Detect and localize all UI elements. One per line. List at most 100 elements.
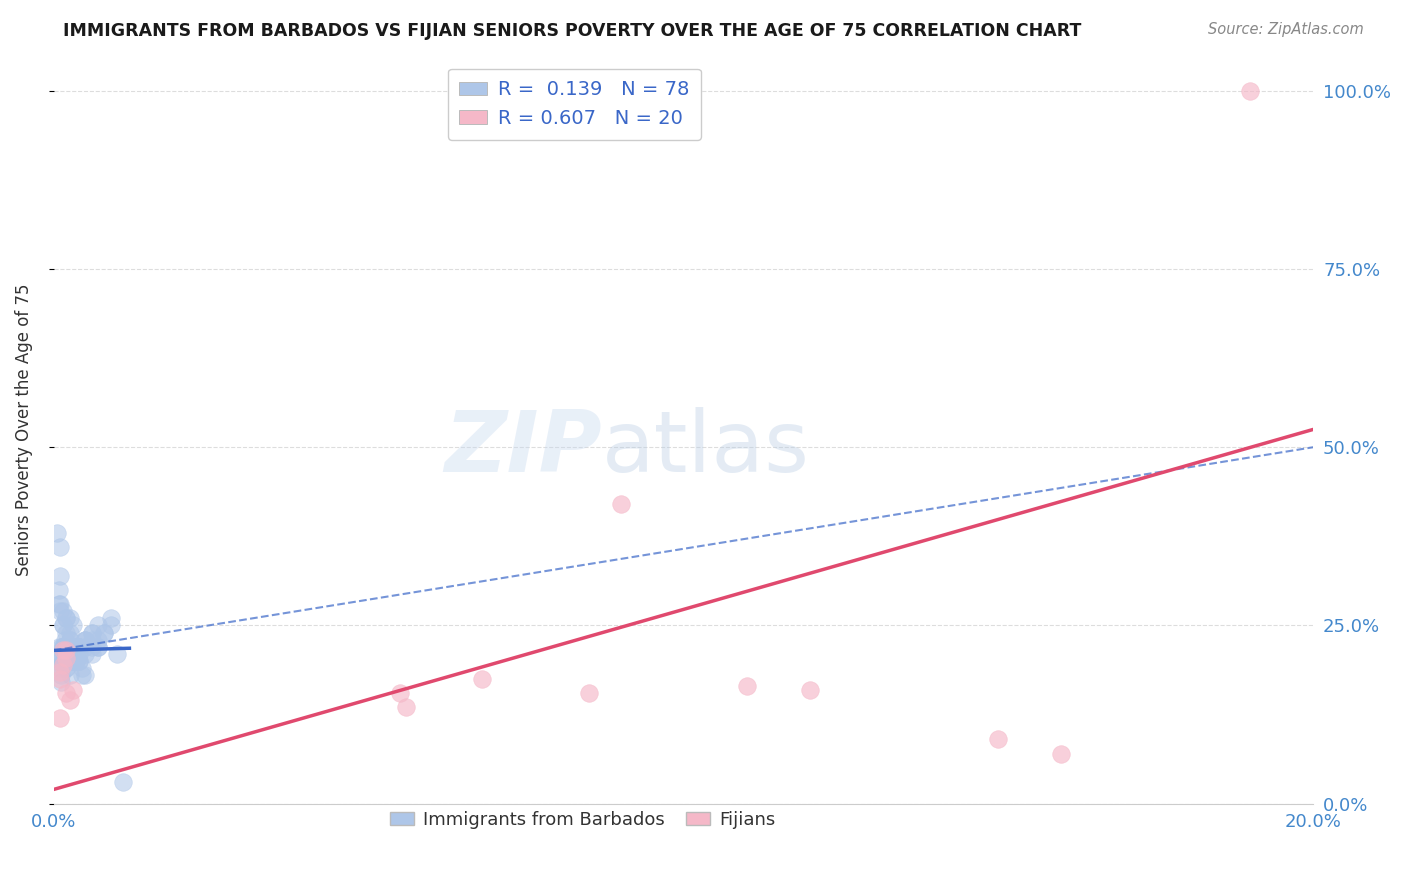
Point bbox=[52, 640, 75, 654]
Point bbox=[100, 618, 122, 632]
Point bbox=[112, 775, 135, 789]
Point bbox=[100, 611, 122, 625]
Point bbox=[52, 604, 75, 618]
Point bbox=[46, 654, 69, 668]
Point bbox=[62, 654, 84, 668]
Point bbox=[1050, 747, 1073, 761]
Point bbox=[62, 640, 84, 654]
Point bbox=[80, 640, 103, 654]
Point bbox=[49, 654, 72, 668]
Point bbox=[67, 640, 90, 654]
Point bbox=[62, 654, 84, 668]
Point bbox=[49, 540, 72, 554]
Point bbox=[52, 654, 75, 668]
Point bbox=[65, 654, 87, 668]
Point bbox=[58, 632, 80, 647]
Point bbox=[55, 686, 77, 700]
Point bbox=[87, 640, 110, 654]
Text: ZIP: ZIP bbox=[444, 407, 602, 490]
Point bbox=[58, 611, 80, 625]
Point bbox=[52, 657, 75, 672]
Point bbox=[578, 686, 600, 700]
Point bbox=[49, 604, 72, 618]
Point bbox=[65, 654, 87, 668]
Point bbox=[58, 668, 80, 682]
Point bbox=[62, 682, 84, 697]
Point bbox=[58, 654, 80, 668]
Point bbox=[389, 686, 412, 700]
Point bbox=[48, 582, 70, 597]
Point bbox=[735, 679, 758, 693]
Point bbox=[52, 618, 75, 632]
Point bbox=[49, 672, 72, 686]
Point bbox=[62, 618, 84, 632]
Point bbox=[55, 661, 77, 675]
Point bbox=[75, 647, 97, 661]
Point bbox=[55, 643, 77, 657]
Point bbox=[49, 647, 72, 661]
Point bbox=[75, 632, 97, 647]
Point bbox=[67, 640, 90, 654]
Point bbox=[799, 682, 821, 697]
Point bbox=[75, 640, 97, 654]
Point bbox=[49, 711, 72, 725]
Point bbox=[67, 654, 90, 668]
Point bbox=[105, 647, 128, 661]
Point bbox=[49, 665, 72, 679]
Point bbox=[70, 661, 93, 675]
Point bbox=[62, 654, 84, 668]
Point bbox=[62, 640, 84, 654]
Point bbox=[53, 632, 76, 647]
Point bbox=[62, 647, 84, 661]
Point bbox=[48, 640, 70, 654]
Point bbox=[49, 568, 72, 582]
Point bbox=[87, 618, 110, 632]
Point bbox=[75, 668, 97, 682]
Point bbox=[48, 661, 70, 675]
Point bbox=[87, 632, 110, 647]
Point bbox=[67, 647, 90, 661]
Point bbox=[65, 640, 87, 654]
Point bbox=[609, 497, 631, 511]
Point bbox=[93, 625, 115, 640]
Text: Source: ZipAtlas.com: Source: ZipAtlas.com bbox=[1208, 22, 1364, 37]
Text: IMMIGRANTS FROM BARBADOS VS FIJIAN SENIORS POVERTY OVER THE AGE OF 75 CORRELATIO: IMMIGRANTS FROM BARBADOS VS FIJIAN SENIO… bbox=[63, 22, 1081, 40]
Point bbox=[51, 640, 73, 654]
Point bbox=[55, 611, 77, 625]
Point bbox=[67, 640, 90, 654]
Point bbox=[75, 632, 97, 647]
Point bbox=[55, 611, 77, 625]
Point bbox=[80, 647, 103, 661]
Point bbox=[52, 618, 75, 632]
Point bbox=[48, 597, 70, 611]
Point bbox=[58, 647, 80, 661]
Point bbox=[51, 668, 73, 682]
Point bbox=[67, 640, 90, 654]
Point bbox=[52, 640, 75, 654]
Point bbox=[70, 668, 93, 682]
Point bbox=[93, 625, 115, 640]
Point bbox=[80, 625, 103, 640]
Point bbox=[87, 640, 110, 654]
Point bbox=[80, 625, 103, 640]
Point bbox=[55, 661, 77, 675]
Point bbox=[49, 597, 72, 611]
Point bbox=[1239, 84, 1261, 98]
Point bbox=[58, 693, 80, 707]
Point bbox=[58, 632, 80, 647]
Point bbox=[55, 625, 77, 640]
Point bbox=[395, 700, 418, 714]
Point bbox=[65, 640, 87, 654]
Text: atlas: atlas bbox=[602, 407, 810, 490]
Point bbox=[75, 632, 97, 647]
Legend: Immigrants from Barbados, Fijians: Immigrants from Barbados, Fijians bbox=[384, 804, 782, 836]
Point bbox=[51, 675, 73, 690]
Point bbox=[52, 643, 75, 657]
Point bbox=[46, 525, 69, 540]
Point bbox=[987, 732, 1010, 747]
Y-axis label: Seniors Poverty Over the Age of 75: Seniors Poverty Over the Age of 75 bbox=[15, 283, 32, 575]
Point bbox=[58, 625, 80, 640]
Point bbox=[80, 632, 103, 647]
Point bbox=[55, 647, 77, 661]
Point bbox=[55, 647, 77, 661]
